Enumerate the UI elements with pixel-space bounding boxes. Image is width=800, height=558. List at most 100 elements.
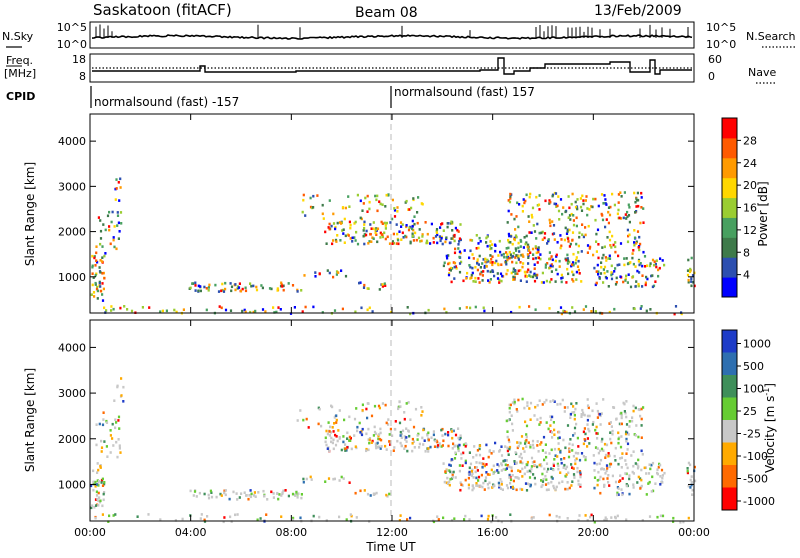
power-cell [405,225,408,229]
velocity-cell [388,440,391,443]
velocity-cell [513,462,517,465]
power-cell [388,242,392,245]
velocity-cell [689,478,692,482]
velocity-cell [325,429,328,433]
power-cell [503,255,506,259]
power-cell [450,280,453,284]
power-cell [584,305,588,308]
velocity-cell [278,493,281,496]
velocity-cell [473,445,476,448]
velocity-cell [223,489,226,493]
velocity-cell [98,422,101,426]
power-cell [629,261,632,264]
power-cell [270,287,273,291]
power-cell [224,281,227,285]
velocity-cell [586,418,589,422]
velocity-cell [465,443,468,447]
velocity-cell [599,475,602,479]
power-cell [351,236,354,240]
power-cell [291,284,295,287]
velocity-cell [305,417,308,421]
velocity-cell [368,437,372,440]
power-cell [485,265,488,268]
velocity-cell [550,448,553,452]
velocity-cell [384,403,387,407]
velocity-cell [468,518,471,521]
power-cell [612,243,615,247]
power-cell [411,232,414,236]
power-cell [484,257,487,261]
velocity-cell [240,492,243,495]
velocity-cell [524,420,527,424]
velocity-cell [634,462,637,465]
power-cell [594,310,597,313]
velocity-cell [215,495,218,499]
power-cell [508,234,511,238]
freq-tick-low: 8 [79,70,86,83]
power-cell [282,284,285,288]
power-cell [570,264,573,268]
velocity-cell [100,446,104,449]
power-cell [514,272,517,275]
power-cell [550,263,553,266]
velocity-cell [387,423,390,426]
velocity-cell [590,513,593,517]
power-cell [543,236,546,240]
velocity-cell [596,447,599,450]
velocity-cell [519,470,522,473]
power-cell [576,207,579,211]
power-cell [600,265,603,269]
date-title: 13/Feb/2009 [594,3,682,19]
velocity-cell [547,488,550,491]
power-cell [635,205,638,208]
power-cell [525,280,528,283]
power-cell [334,227,337,231]
velocity-cell [637,435,640,439]
power-cell [610,264,613,268]
power-cell [506,258,509,262]
power-cell [614,250,617,254]
velocity-cell [452,470,455,474]
power-cell [489,278,492,281]
velocity-cell [599,449,602,453]
velocity-cell [573,417,576,421]
power-cell [469,265,472,269]
power-cell [549,200,552,204]
power-cell [416,211,419,214]
power-cell [330,224,333,228]
velocity-cell [633,433,636,436]
power-cell [276,287,279,290]
power-cell [518,203,521,206]
power-cell [148,306,151,309]
power-cell [384,237,387,241]
power-cell [141,306,144,309]
velocity-cell [117,415,121,419]
velocity-cell [532,516,535,519]
power-cell [553,238,556,241]
velocity-cell [401,429,405,433]
power-cell [505,272,508,276]
power-cell [627,262,630,265]
power-cell [603,245,606,249]
power-cell [554,192,558,195]
velocity-cell [98,480,101,483]
velocity-cell [536,465,539,469]
power-cell [655,259,658,262]
power-cell [250,284,253,288]
velocity-cell [500,480,503,484]
power-cell [94,273,97,277]
velocity-cell [620,435,623,438]
power-cell [362,286,366,289]
power-cell [95,245,98,248]
velocity-cell [533,460,536,463]
velocity-cell [566,487,569,491]
velocity-cell [606,467,609,470]
power-cell [97,216,100,219]
velocity-cell [479,484,482,488]
velocity-cell [544,474,547,478]
velocity-cell [614,480,618,484]
power-cell [633,229,636,232]
power-colorbar-swatch [722,217,737,238]
nsky-spikes [95,24,689,38]
velocity-cell [411,449,414,453]
